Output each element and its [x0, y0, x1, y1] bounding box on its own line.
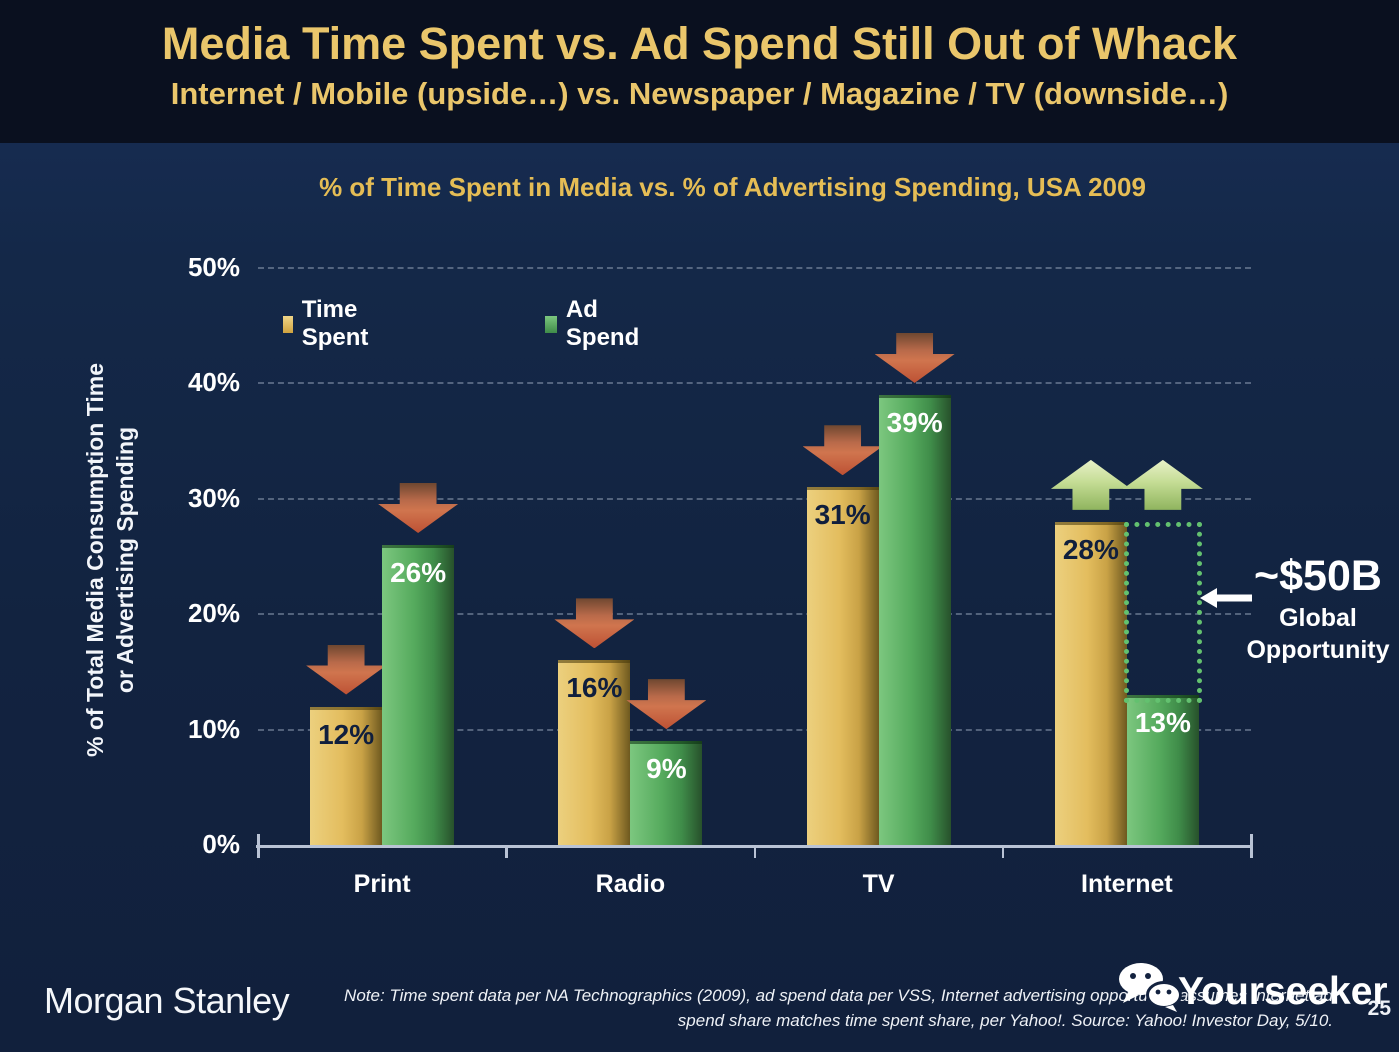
gridline-30% [258, 497, 1251, 500]
bar-internet-time-spent [1054, 521, 1127, 845]
y-axis-title: % of Total Media Consumption Time or Adv… [80, 270, 144, 850]
slide-subtitle: Internet / Mobile (upside…) vs. Newspape… [170, 76, 1229, 111]
legend-item-time-spent: Time Spent [283, 296, 376, 352]
source-note-line1: Note: Time spent data per NA Technograph… [344, 986, 1333, 1005]
watermark-text: Yourseeker [1178, 970, 1388, 1013]
x-axis-tick [257, 834, 260, 858]
bar-print-time-spent [310, 706, 383, 845]
gap-callout: ~$50B Global Opportunity [1218, 552, 1399, 665]
legend-label-ad-spend: Ad Spend [565, 296, 640, 351]
up-arrow-icon [1122, 459, 1203, 510]
bar-print-ad-spend [382, 544, 455, 845]
bar-value-label: 26% [390, 556, 447, 588]
gap-callout-caption-line1: Global [1279, 604, 1357, 632]
bar-value-label: 9% [646, 753, 687, 785]
legend-label-time-spent: Time Spent [301, 296, 369, 351]
category-label-radio: Radio [595, 870, 666, 898]
bar-internet-ad-spend [1126, 694, 1199, 845]
bar-value-label: 16% [566, 672, 623, 704]
y-tick-label: 40% [187, 367, 240, 398]
down-arrow-icon [554, 598, 635, 649]
down-arrow-icon [378, 482, 459, 533]
slide-title: Media Time Spent vs. Ad Spend Still Out … [161, 18, 1238, 69]
x-axis-tick [1001, 845, 1005, 858]
y-tick-label: 10% [187, 713, 240, 744]
time-spent-swatch-icon [283, 315, 293, 333]
source-note: Note: Time spent data per NA Technograph… [344, 983, 1333, 1033]
bar-radio-time-spent [558, 660, 631, 845]
category-label-print: Print [353, 870, 411, 898]
y-tick-label: 20% [187, 598, 240, 629]
gridline-10% [258, 728, 1251, 731]
y-axis-title-line2: or Advertising Spending [112, 426, 138, 694]
header: Media Time Spent vs. Ad Spend Still Out … [0, 0, 1399, 143]
bar-tv-time-spent [806, 487, 879, 845]
page-number: 25 [1367, 997, 1391, 1020]
down-arrow-icon [874, 332, 955, 383]
legend-item-ad-spend: Ad Spend [545, 296, 644, 352]
category-label-tv: TV [862, 870, 895, 898]
y-tick-label: 30% [187, 482, 240, 513]
wechat-icon [1119, 963, 1182, 1012]
down-arrow-icon [306, 644, 387, 695]
gridline-40% [258, 382, 1251, 385]
morgan-stanley-logo: Morgan Stanley [44, 980, 290, 1021]
x-axis-tick [505, 845, 508, 858]
gap-callout-value: ~$50B [1254, 552, 1382, 600]
bar-value-label: 31% [814, 499, 871, 531]
gridline-50% [258, 267, 1251, 269]
y-tick-label: 0% [202, 829, 240, 859]
bar-value-label: 28% [1062, 533, 1119, 565]
y-axis-title-line1: % of Total Media Consumption Time [82, 363, 108, 757]
bar-radio-ad-spend [630, 741, 703, 845]
gap-callout-caption-line2: Opportunity [1246, 636, 1390, 664]
chart-title: % of Time Spent in Media vs. % of Advert… [319, 172, 1146, 202]
left-arrow-icon [1200, 588, 1252, 608]
gridline-20% [258, 613, 1251, 616]
x-axis-tick [753, 845, 756, 858]
category-label-internet: Internet [1081, 870, 1173, 898]
opportunity-gap-rect [1123, 521, 1202, 703]
up-arrow-icon [1050, 459, 1131, 510]
bar-value-label: 39% [886, 406, 943, 438]
watermark: Yourseeker [1116, 962, 1388, 1014]
bar-tv-ad-spend [878, 394, 951, 845]
source-note-line2: spend share matches time spent share, pe… [677, 1011, 1333, 1030]
bar-value-label: 12% [318, 718, 375, 750]
y-tick-label: 50% [187, 252, 240, 282]
ad-spend-swatch-icon [545, 315, 557, 333]
x-axis-tick [1250, 834, 1253, 858]
bar-value-label: 13% [1134, 706, 1191, 738]
